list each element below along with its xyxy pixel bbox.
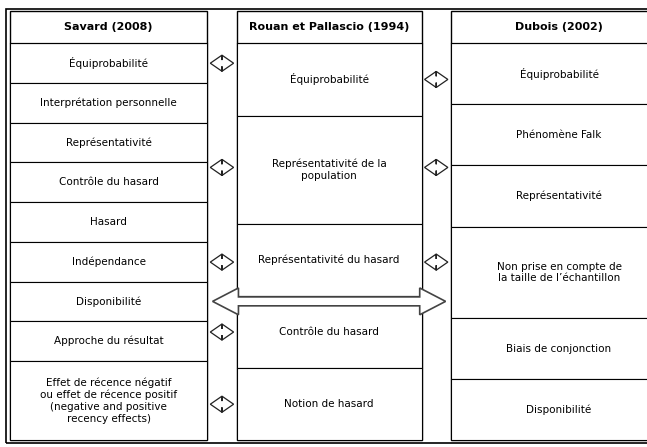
- Bar: [10, 242, 208, 282]
- Text: Phénomène Falk: Phénomène Falk: [516, 130, 602, 140]
- Bar: [10, 123, 208, 162]
- Polygon shape: [424, 72, 448, 88]
- Bar: [237, 368, 422, 440]
- Bar: [451, 165, 647, 227]
- Text: Dubois (2002): Dubois (2002): [515, 22, 603, 32]
- Text: Représentativité: Représentativité: [65, 137, 151, 148]
- Text: Équiprobabilité: Équiprobabilité: [520, 68, 598, 80]
- Text: Contrôle du hasard: Contrôle du hasard: [279, 327, 379, 337]
- Bar: [451, 105, 647, 165]
- Text: Biais de conjonction: Biais de conjonction: [507, 344, 611, 354]
- Text: Représentativité de la
population: Représentativité de la population: [272, 159, 386, 181]
- Polygon shape: [210, 55, 234, 71]
- Bar: [10, 43, 208, 83]
- Text: Non prise en compte de
la taille de l’échantillon: Non prise en compte de la taille de l’éc…: [496, 261, 622, 283]
- Bar: [10, 202, 208, 242]
- Polygon shape: [424, 254, 448, 270]
- Bar: [237, 115, 422, 224]
- Text: Représentativité: Représentativité: [516, 191, 602, 201]
- Text: Approche du résultat: Approche du résultat: [54, 336, 163, 346]
- Bar: [237, 11, 422, 440]
- Bar: [10, 11, 208, 440]
- Text: Notion de hasard: Notion de hasard: [284, 399, 374, 409]
- Bar: [237, 296, 422, 368]
- Text: Effet de récence négatif
ou effet de récence positif
(negative and positive
rece: Effet de récence négatif ou effet de réc…: [40, 378, 177, 424]
- Bar: [237, 43, 422, 115]
- Bar: [451, 227, 647, 318]
- Bar: [451, 11, 647, 440]
- Polygon shape: [210, 396, 234, 412]
- Bar: [451, 43, 647, 105]
- Text: Interprétation personnelle: Interprétation personnelle: [40, 97, 177, 108]
- Polygon shape: [210, 324, 234, 340]
- Bar: [10, 321, 208, 361]
- Polygon shape: [210, 254, 234, 270]
- Bar: [451, 318, 647, 379]
- Text: Équiprobabilité: Équiprobabilité: [290, 73, 369, 85]
- Bar: [10, 83, 208, 123]
- Bar: [10, 162, 208, 202]
- Polygon shape: [213, 288, 446, 315]
- Text: Contrôle du hasard: Contrôle du hasard: [59, 177, 159, 187]
- Text: Équiprobabilité: Équiprobabilité: [69, 57, 148, 69]
- Bar: [10, 282, 208, 321]
- Text: Disponibilité: Disponibilité: [527, 405, 591, 415]
- Polygon shape: [210, 160, 234, 176]
- Text: Hasard: Hasard: [90, 217, 127, 227]
- Polygon shape: [424, 160, 448, 176]
- Text: Savard (2008): Savard (2008): [64, 22, 153, 32]
- Text: Représentativité du hasard: Représentativité du hasard: [258, 255, 400, 265]
- Bar: [237, 224, 422, 296]
- Bar: [10, 361, 208, 440]
- Text: Rouan et Pallascio (1994): Rouan et Pallascio (1994): [249, 22, 410, 32]
- Bar: [451, 379, 647, 440]
- Text: Indépendance: Indépendance: [72, 257, 146, 267]
- Text: Disponibilité: Disponibilité: [76, 296, 141, 307]
